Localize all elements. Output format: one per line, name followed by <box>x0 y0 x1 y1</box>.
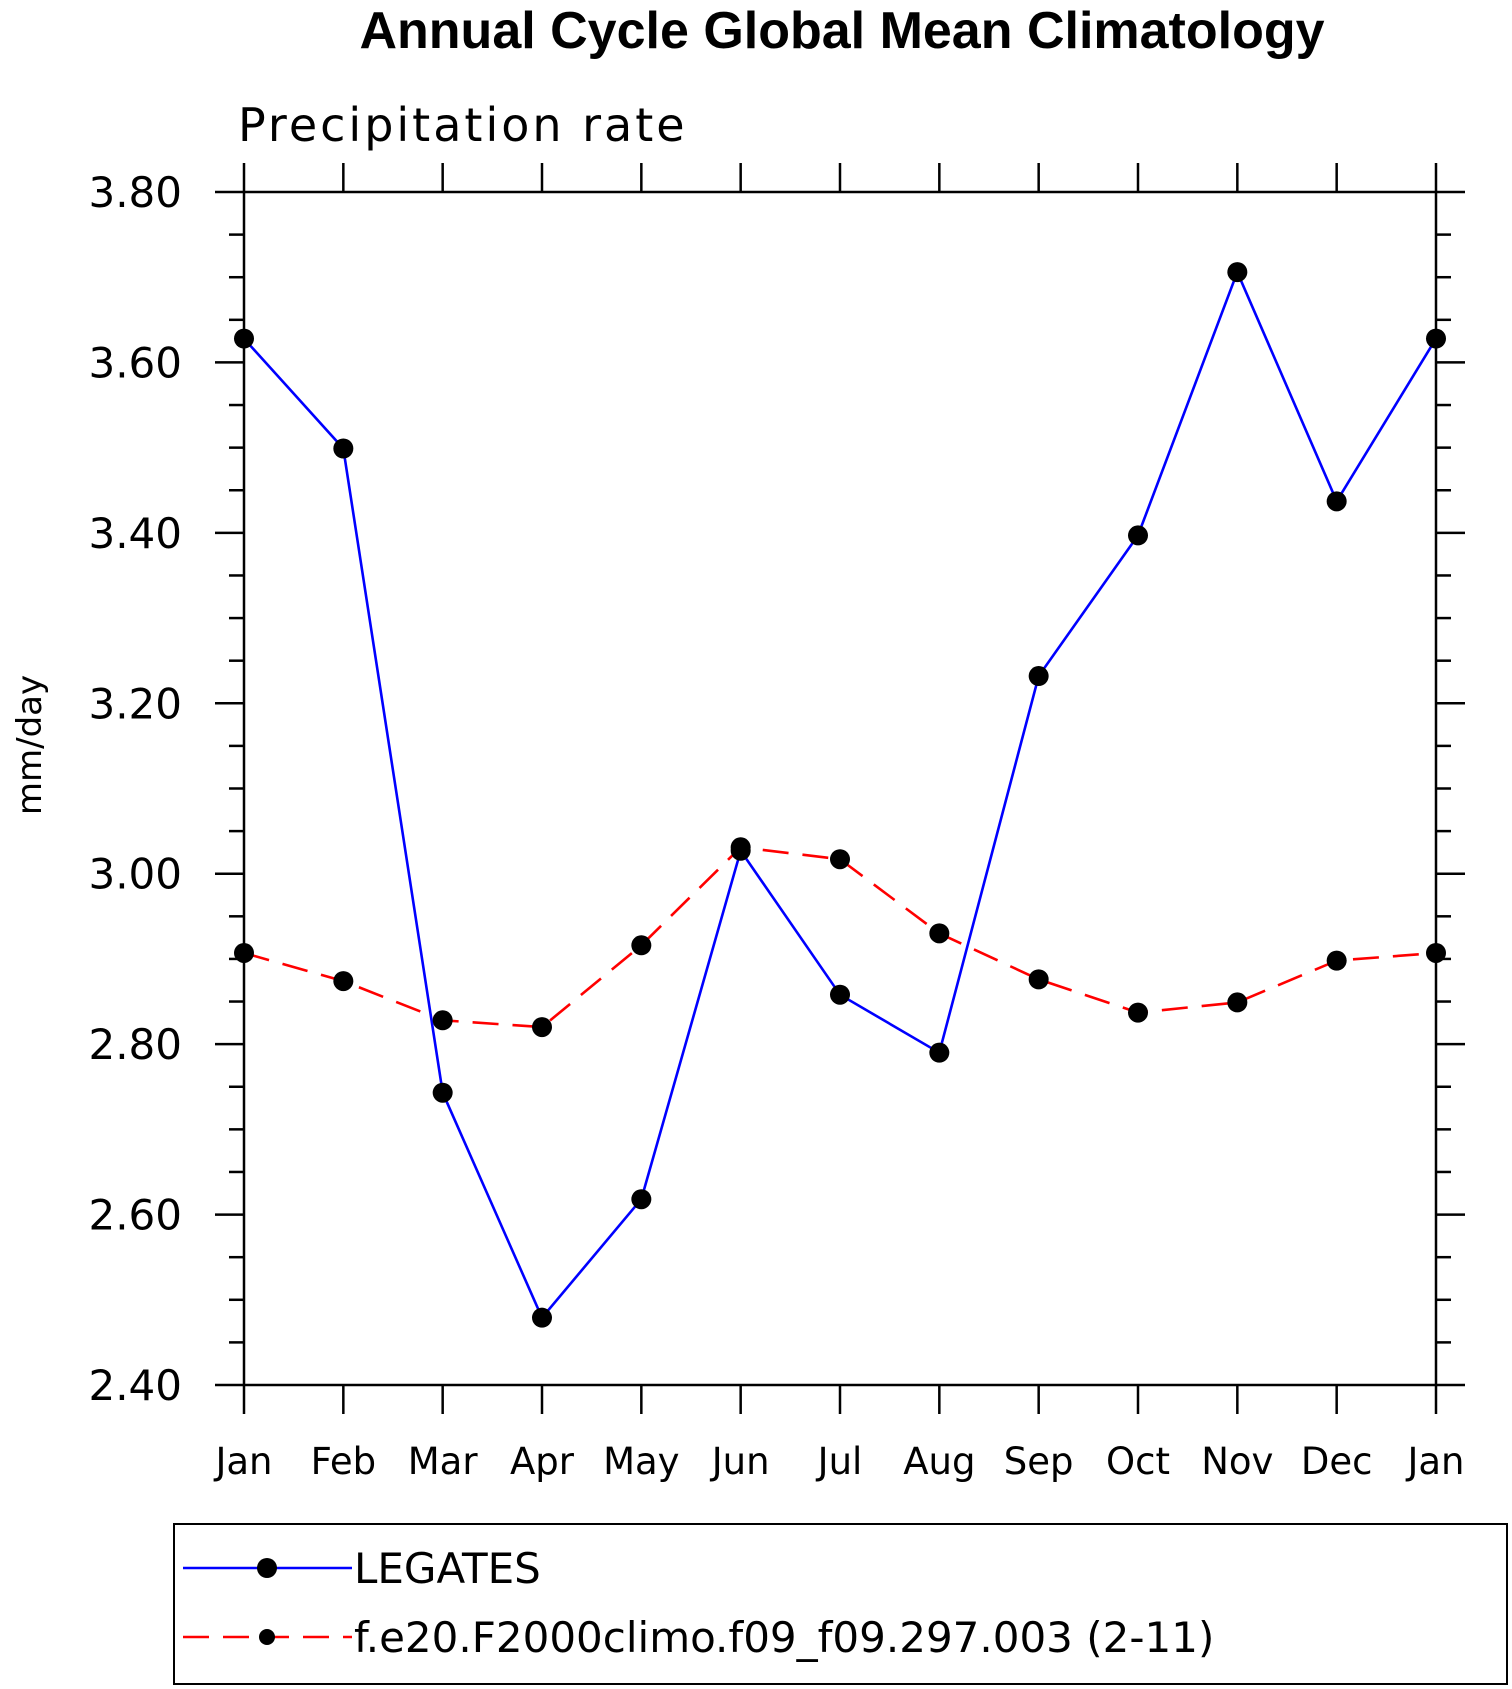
legend-label-1: LEGATES <box>354 1544 541 1593</box>
series-1-point <box>1128 525 1148 546</box>
series-1-point <box>1227 262 1248 283</box>
plot-frame <box>242 190 1438 1387</box>
legend-marker-1 <box>257 1558 277 1578</box>
chart-subtitle: Precipitation rate <box>238 98 688 152</box>
y-tick-label: 3.80 <box>88 168 182 217</box>
y-tick-label: 2.80 <box>88 1020 182 1069</box>
y-tick-label: 2.60 <box>88 1191 182 1240</box>
series-1-point <box>830 984 850 1005</box>
series-2-point <box>432 1010 453 1031</box>
x-tick-label: May <box>603 1440 680 1483</box>
legend-marker-2 <box>259 1629 275 1645</box>
x-tick-label: Apr <box>510 1440 575 1483</box>
series-2-point <box>1426 942 1446 963</box>
y-tick-label: 2.40 <box>88 1361 182 1410</box>
y-tick-label: 3.40 <box>88 509 182 558</box>
series-1-point <box>234 328 254 349</box>
x-tick-label: Sep <box>1004 1440 1074 1483</box>
series-1-point <box>1426 328 1446 349</box>
y-tick-label: 3.00 <box>88 850 182 899</box>
y-tick-label: 3.20 <box>88 679 182 728</box>
x-tick-label: Aug <box>903 1440 975 1483</box>
series-line-1 <box>243 268 1438 1321</box>
series-1-point <box>432 1082 453 1103</box>
series-layer <box>234 262 1446 1328</box>
x-tick-label: Jan <box>1405 1440 1464 1483</box>
x-tick-label: Mar <box>408 1440 479 1483</box>
series-1-point <box>929 1042 950 1063</box>
series-1-point <box>333 438 354 459</box>
x-tick-labels: Jan Feb Mar Apr May Jun Jul Aug Sep Oct Nov Dec Jan <box>213 1440 1464 1483</box>
series-1-point <box>532 1307 552 1328</box>
y-tick-labels: 3.80 3.60 3.40 3.20 3.00 2.80 2.60 2.40 <box>88 168 182 1410</box>
series-2-point <box>1227 992 1248 1013</box>
series-2-point <box>1028 969 1049 990</box>
x-tick-label: Dec <box>1301 1440 1373 1483</box>
x-tick-label: Oct <box>1106 1440 1170 1483</box>
series-2-point <box>830 849 850 870</box>
y-axis-label: mm/day <box>10 675 50 815</box>
x-tick-label: Jun <box>710 1440 770 1483</box>
series-2-point <box>929 923 950 944</box>
series-2-point <box>234 942 254 963</box>
axis-ticks <box>215 163 1465 1414</box>
legend-label-2: f.e20.F2000climo.f09_f09.297.003 (2-11) <box>354 1613 1214 1662</box>
x-tick-label: Feb <box>311 1440 377 1483</box>
legend-box <box>173 1523 1508 1685</box>
series-1-point <box>1028 666 1049 687</box>
series-2-point <box>1326 950 1347 971</box>
series-2-point <box>631 935 652 956</box>
series-2-point <box>1128 1002 1148 1023</box>
x-tick-label: Jan <box>213 1440 272 1483</box>
series-2-point <box>333 971 354 992</box>
legend: LEGATES f.e20.F2000climo.f09_f09.297.003 … <box>183 1544 1214 1662</box>
series-2-point <box>730 837 751 858</box>
series-1-point <box>1326 491 1347 512</box>
y-tick-label: 3.60 <box>88 338 182 387</box>
series-1-point <box>631 1189 652 1210</box>
x-tick-label: Jul <box>816 1440 863 1483</box>
series-2-point <box>532 1017 552 1038</box>
chart-title: Annual Cycle Global Mean Climatology <box>359 2 1324 60</box>
x-tick-label: Nov <box>1201 1440 1273 1483</box>
